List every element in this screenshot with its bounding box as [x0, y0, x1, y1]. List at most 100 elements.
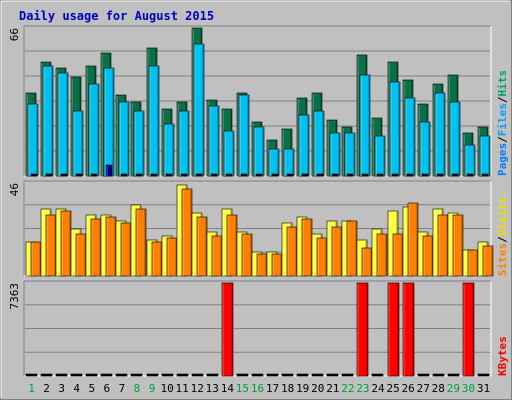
- bar-pages-23: [361, 173, 369, 177]
- bar-kbytes-29: [447, 373, 460, 377]
- bar-kbytes-3: [55, 373, 68, 377]
- day-label-16: 16: [251, 382, 264, 395]
- bar-pages-25: [391, 173, 399, 177]
- day-label-26: 26: [402, 382, 415, 395]
- bar-kbytes-16: [251, 373, 264, 377]
- bar-kbytes-2: [40, 373, 53, 377]
- bar-pages-9: [150, 173, 158, 177]
- bar-kbytes-4: [70, 373, 83, 377]
- panel-kbytes: 7363 KBytes: [8, 280, 509, 377]
- bar-kbytes-26: [402, 282, 415, 377]
- legend-pages-files-hits: Pages/Files/Hits: [496, 70, 509, 176]
- bar-pages-30: [466, 173, 474, 177]
- bar-pages-24: [376, 173, 384, 177]
- panel-pages-files-hits: 66 Pages/Files/Hits: [8, 25, 509, 177]
- bar-kbytes-12: [191, 373, 204, 377]
- bar-kbytes-8: [130, 373, 143, 377]
- bar-pages-20: [316, 173, 324, 177]
- legend-kbytes: KBytes: [496, 336, 509, 376]
- bar-kbytes-9: [146, 373, 159, 377]
- legend-entry: /: [496, 236, 509, 243]
- bar-kbytes-18: [281, 373, 294, 377]
- bar-pages-6: [105, 164, 113, 177]
- bar-sites-24: [376, 233, 388, 277]
- day-label-10: 10: [160, 382, 173, 395]
- bar-kbytes-5: [85, 373, 98, 377]
- bar-pages-18: [286, 173, 294, 177]
- day-label-30: 30: [462, 382, 475, 395]
- bar-pages-10: [165, 173, 173, 177]
- bar-kbytes-13: [206, 373, 219, 377]
- day-label-22: 22: [341, 382, 354, 395]
- axis-max-label: 46: [8, 183, 21, 196]
- bar-pages-21: [331, 173, 339, 177]
- bar-sites-29: [452, 214, 464, 277]
- day-label-7: 7: [119, 382, 126, 395]
- day-label-31: 31: [477, 382, 490, 395]
- axis-max-label: 7363: [8, 283, 21, 310]
- bar-pages-12: [195, 173, 203, 177]
- legend-entry: Hits: [496, 70, 509, 97]
- legend-visits-sites: Sites/Visits: [496, 197, 509, 277]
- axis-max-label: 66: [8, 28, 21, 41]
- bar-kbytes-20: [311, 373, 324, 377]
- panel-visits-sites: 46 Sites/Visits: [8, 180, 509, 277]
- bar-pages-29: [451, 173, 459, 177]
- bar-pages-4: [75, 173, 83, 177]
- bar-pages-16: [255, 173, 263, 177]
- bar-pages-11: [180, 173, 188, 177]
- day-label-17: 17: [266, 382, 279, 395]
- day-label-19: 19: [296, 382, 309, 395]
- bar-pages-7: [120, 173, 128, 177]
- bar-pages-31: [481, 173, 489, 177]
- bar-kbytes-17: [266, 373, 279, 377]
- bar-kbytes-28: [432, 373, 445, 377]
- bar-kbytes-11: [176, 373, 189, 377]
- legend-entry: Pages: [496, 143, 509, 176]
- day-label-15: 15: [236, 382, 249, 395]
- day-label-6: 6: [104, 382, 111, 395]
- bar-sites-8: [135, 208, 147, 277]
- bar-kbytes-30: [462, 282, 475, 377]
- day-label-21: 21: [326, 382, 339, 395]
- bar-sites-31: [482, 245, 494, 277]
- bar-kbytes-31: [477, 373, 490, 377]
- day-label-8: 8: [134, 382, 141, 395]
- bar-pages-13: [210, 173, 218, 177]
- day-label-2: 2: [43, 382, 50, 395]
- bar-kbytes-6: [100, 373, 113, 377]
- day-label-9: 9: [149, 382, 156, 395]
- bar-pages-15: [240, 173, 248, 177]
- day-label-5: 5: [88, 382, 95, 395]
- bar-kbytes-22: [341, 373, 354, 377]
- day-label-29: 29: [447, 382, 460, 395]
- legend-entry: KBytes: [496, 336, 509, 376]
- day-labels: 1 2 3 4 5 6 7 8 9 10 11 12 13 14 15 16 17 18 19 20 21 22 23 24 2…: [28, 382, 490, 395]
- day-label-13: 13: [206, 382, 219, 395]
- bar-kbytes-10: [161, 373, 174, 377]
- bar-pages-5: [90, 173, 98, 177]
- legend-entry: Files: [496, 103, 509, 136]
- bar-kbytes-15: [236, 373, 249, 377]
- day-label-3: 3: [58, 382, 65, 395]
- bar-pages-14: [225, 173, 233, 177]
- bar-kbytes-1: [25, 373, 38, 377]
- day-label-24: 24: [371, 382, 385, 395]
- bar-kbytes-27: [417, 373, 430, 377]
- legend-entry: Visits: [496, 197, 509, 237]
- day-label-11: 11: [176, 382, 189, 395]
- bar-kbytes-14: [221, 282, 234, 377]
- day-label-4: 4: [73, 382, 80, 395]
- day-label-23: 23: [356, 382, 369, 395]
- day-label-12: 12: [191, 382, 204, 395]
- bar-kbytes-24: [371, 373, 384, 377]
- bar-pages-3: [60, 173, 68, 177]
- bar-pages-8: [135, 173, 143, 177]
- day-label-28: 28: [432, 382, 445, 395]
- bar-pages-19: [301, 173, 309, 177]
- bar-pages-26: [406, 173, 414, 177]
- day-label-1: 1: [28, 382, 35, 395]
- bar-kbytes-7: [115, 373, 128, 377]
- day-label-14: 14: [221, 382, 235, 395]
